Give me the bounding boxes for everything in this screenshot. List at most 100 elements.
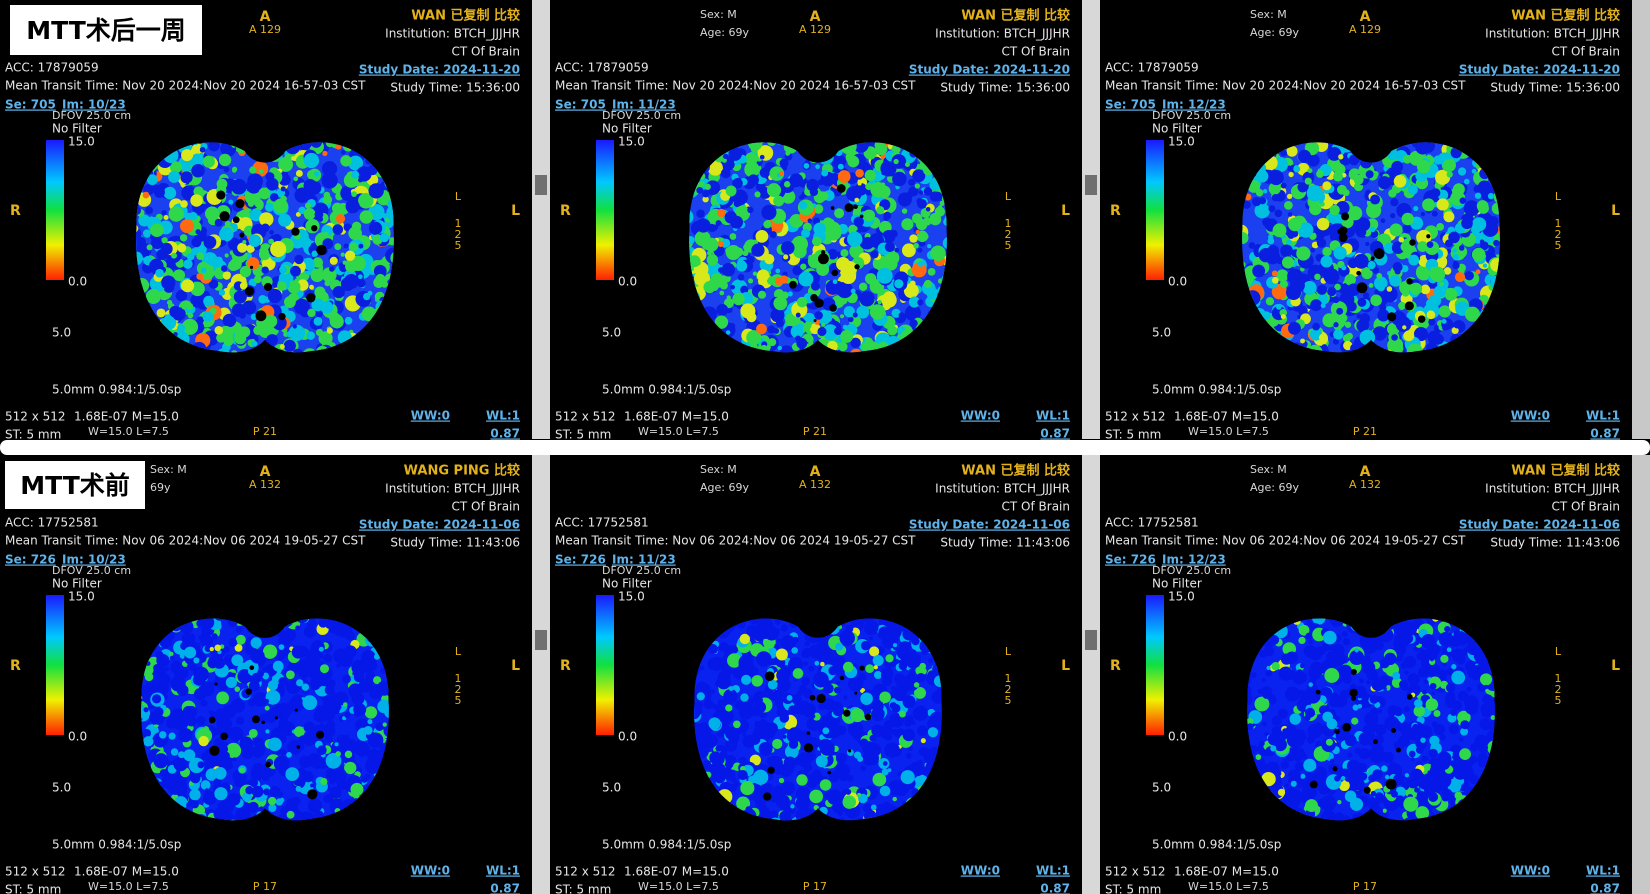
study-date[interactable]: Study Date: 2024-11-06 [359,518,520,532]
brain-texture [1346,332,1353,340]
brain-texture [298,735,308,745]
brain-texture [778,793,788,803]
brain-texture [716,303,729,316]
ww[interactable]: WW:0 [411,864,450,878]
zoom[interactable]: 0.87 [1040,427,1070,441]
ww[interactable]: WW:0 [1511,409,1550,423]
wl[interactable]: WL:1 [1586,409,1620,423]
brain-texture [253,275,262,284]
scrollbar-track[interactable] [532,455,550,894]
brain-texture [730,284,735,290]
brain-texture [178,751,185,759]
scrollbar-track[interactable] [1632,0,1650,439]
brain-texture [1280,244,1293,258]
scrollbar-track[interactable] [532,0,550,439]
series[interactable]: Se: 705 [5,98,56,112]
brain-texture [345,199,360,214]
l-side: L [511,658,520,674]
scrollbar-thumb[interactable] [1085,175,1097,195]
brain-texture [814,311,823,320]
brain-texture [1267,244,1280,257]
brain-texture [1323,268,1340,285]
brain-texture [869,734,877,742]
brain-texture [1347,232,1353,237]
brain-texture [195,667,205,677]
image[interactable]: Im: 11/23 [612,98,676,112]
brain-texture [720,168,731,179]
brain-texture [286,752,292,758]
series[interactable]: Se: 726 [555,553,606,567]
brain-texture [1459,197,1467,204]
brain-texture [314,210,324,219]
zoom[interactable]: 0.87 [1040,882,1070,894]
brain-void [1417,315,1426,323]
ww[interactable]: WW:0 [961,409,1000,423]
brain-texture [929,711,942,727]
side-digit: 2 [1005,683,1012,696]
brain-texture [862,209,876,222]
brain-void [1404,301,1414,311]
exam: CT Of Brain [452,500,520,514]
series[interactable]: Se: 726 [5,553,56,567]
brain-texture [229,257,242,271]
brain-texture [1280,149,1288,157]
wl[interactable]: WL:1 [486,864,520,878]
series[interactable]: Se: 705 [555,98,606,112]
header: WANG PING 比较 [404,463,520,479]
study-date[interactable]: Study Date: 2024-11-20 [359,63,520,77]
brain-texture [783,254,789,260]
brain-texture [718,641,729,653]
brain-texture [881,341,887,347]
image[interactable]: Im: 12/23 [1162,98,1226,112]
brain-texture [1333,171,1344,182]
brain-texture [1327,146,1342,161]
brain-texture [821,322,826,327]
brain-void [316,244,327,256]
zoom[interactable]: 0.87 [490,427,520,441]
ww[interactable]: WW:0 [961,864,1000,878]
scrollbar-thumb[interactable] [535,630,547,650]
brain-texture [314,286,326,298]
image[interactable]: Im: 11/23 [612,553,676,567]
brain-texture [1392,261,1403,272]
zoom[interactable]: 0.87 [1590,427,1620,441]
brain-texture [1491,202,1500,215]
series[interactable]: Se: 705 [1105,98,1156,112]
brain-texture [145,206,154,215]
scrollbar-thumb[interactable] [1085,630,1097,650]
dfov: DFOV 25.0 cm [52,564,131,577]
brain-texture [304,202,312,209]
brain-texture [799,201,808,210]
brain-texture [1446,248,1452,254]
wl[interactable]: WL:1 [1036,864,1070,878]
brain-texture [702,242,710,250]
brain-void [263,282,273,292]
brain-texture [159,674,171,685]
wl[interactable]: WL:1 [486,409,520,423]
brain-texture [859,738,869,748]
brain-texture [905,752,912,759]
image[interactable]: Im: 10/23 [62,98,126,112]
scrollbar-track[interactable] [1082,455,1100,894]
brain-texture [834,327,842,336]
study-date[interactable]: Study Date: 2024-11-06 [909,518,1070,532]
brain-texture [220,240,227,246]
scrollbar-thumb[interactable] [535,175,547,195]
brain-texture [1338,154,1344,160]
ww[interactable]: WW:0 [411,409,450,423]
brain-texture [838,764,846,772]
scrollbar-track[interactable] [1082,0,1100,439]
study-date[interactable]: Study Date: 2024-11-20 [909,63,1070,77]
brain-texture [747,206,754,214]
brain-texture [847,155,860,168]
brain-texture [884,742,900,758]
study-date[interactable]: Study Date: 2024-11-20 [1459,63,1620,77]
brain-texture [295,785,302,792]
brain-void [316,730,325,739]
wl[interactable]: WL:1 [1036,409,1070,423]
zoom[interactable]: 0.87 [490,882,520,894]
brain-texture [921,650,927,656]
image[interactable]: Im: 10/23 [62,553,126,567]
brain-texture [1255,244,1260,249]
mtt: Mean Transit Time: Nov 20 2024:Nov 20 20… [5,79,366,93]
